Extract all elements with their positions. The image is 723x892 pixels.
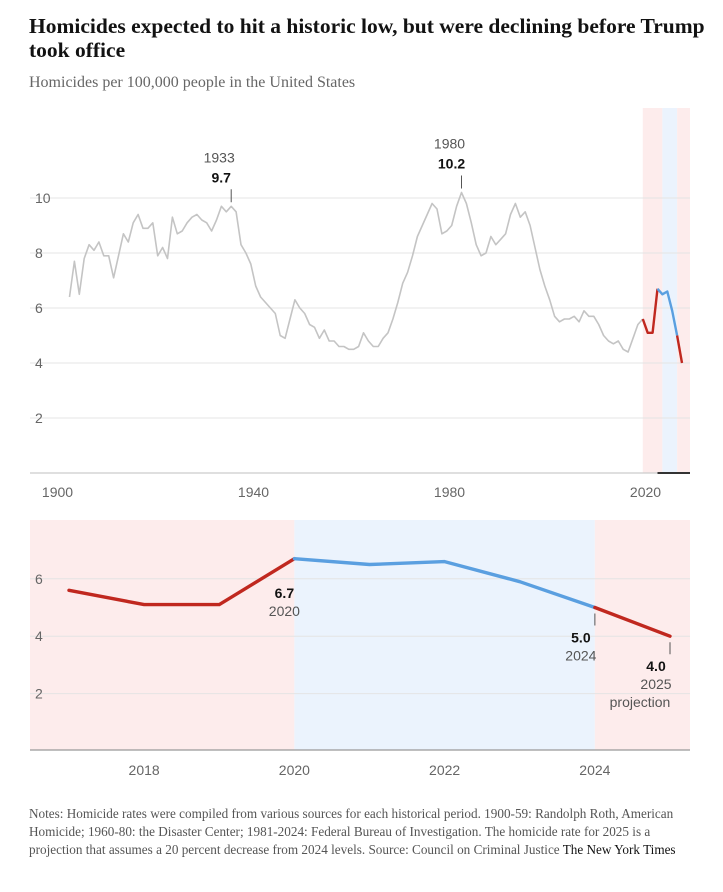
chart-subtitle: Homicides per 100,000 people in the Unit…	[29, 74, 356, 91]
byline: The New York Times	[562, 842, 676, 857]
x-tick-label: 2018	[129, 762, 160, 778]
band-trump-second	[594, 520, 690, 750]
x-tick-label: 1900	[42, 484, 73, 500]
annotation-value-label: 4.0	[646, 658, 666, 674]
y-tick-label: 6	[35, 300, 43, 316]
x-tick-label: 1980	[434, 484, 465, 500]
chart-title: Homicides expected to hit a historic low…	[29, 14, 705, 62]
y-tick-label: 2	[35, 686, 43, 702]
annotation-year-label: 2025	[640, 676, 671, 692]
annotation-year-label: 1933	[204, 149, 235, 165]
x-tick-label: 1940	[238, 484, 269, 500]
notes-text: Notes: Homicide rates were compiled from…	[29, 806, 674, 857]
y-tick-label: 4	[35, 355, 43, 371]
annotation-year-label: 2020	[269, 603, 300, 619]
x-tick-label: 2020	[279, 762, 310, 778]
x-tick-label: 2020	[630, 484, 661, 500]
x-tick-label: 2022	[429, 762, 460, 778]
annotation-value-label: 6.7	[275, 585, 295, 601]
series-trump-second	[675, 335, 684, 364]
annotation-value-label: 9.7	[211, 169, 231, 185]
band-trump-second	[677, 108, 690, 473]
series-biden	[292, 557, 597, 610]
series-trump-first	[67, 557, 297, 607]
y-tick-label: 4	[35, 628, 43, 644]
annotation-value-label: 5.0	[571, 630, 591, 646]
annotation-value-label: 10.2	[438, 156, 465, 172]
series-trump-first	[641, 288, 659, 334]
bottom-chart: 2 4 6 2018 2020 2022 2024 6.7 2020 5.0 2024 4.0 2025…	[30, 520, 690, 778]
annotation-year-label: 2024	[565, 648, 596, 664]
top-chart: 2 4 6 8 10 1900 1940 1980 2020 1933 9.7 1980 10.2	[30, 108, 690, 500]
y-tick-label: 8	[35, 245, 43, 261]
band-biden	[662, 108, 678, 473]
annotation-extra-label: projection	[610, 694, 671, 710]
history-line	[68, 191, 644, 353]
series-trump-second	[593, 605, 672, 638]
band-biden	[294, 520, 595, 750]
series-biden	[656, 288, 679, 336]
y-tick-label: 2	[35, 410, 43, 426]
y-tick-label: 6	[35, 571, 43, 587]
band-trump-first	[642, 108, 663, 473]
annotation-year-label: 1980	[434, 136, 465, 152]
band-trump-first	[30, 520, 295, 750]
y-tick-label: 10	[35, 190, 51, 206]
notes: Notes: Homicide rates were compiled from…	[29, 805, 701, 859]
x-tick-label: 2024	[579, 762, 610, 778]
